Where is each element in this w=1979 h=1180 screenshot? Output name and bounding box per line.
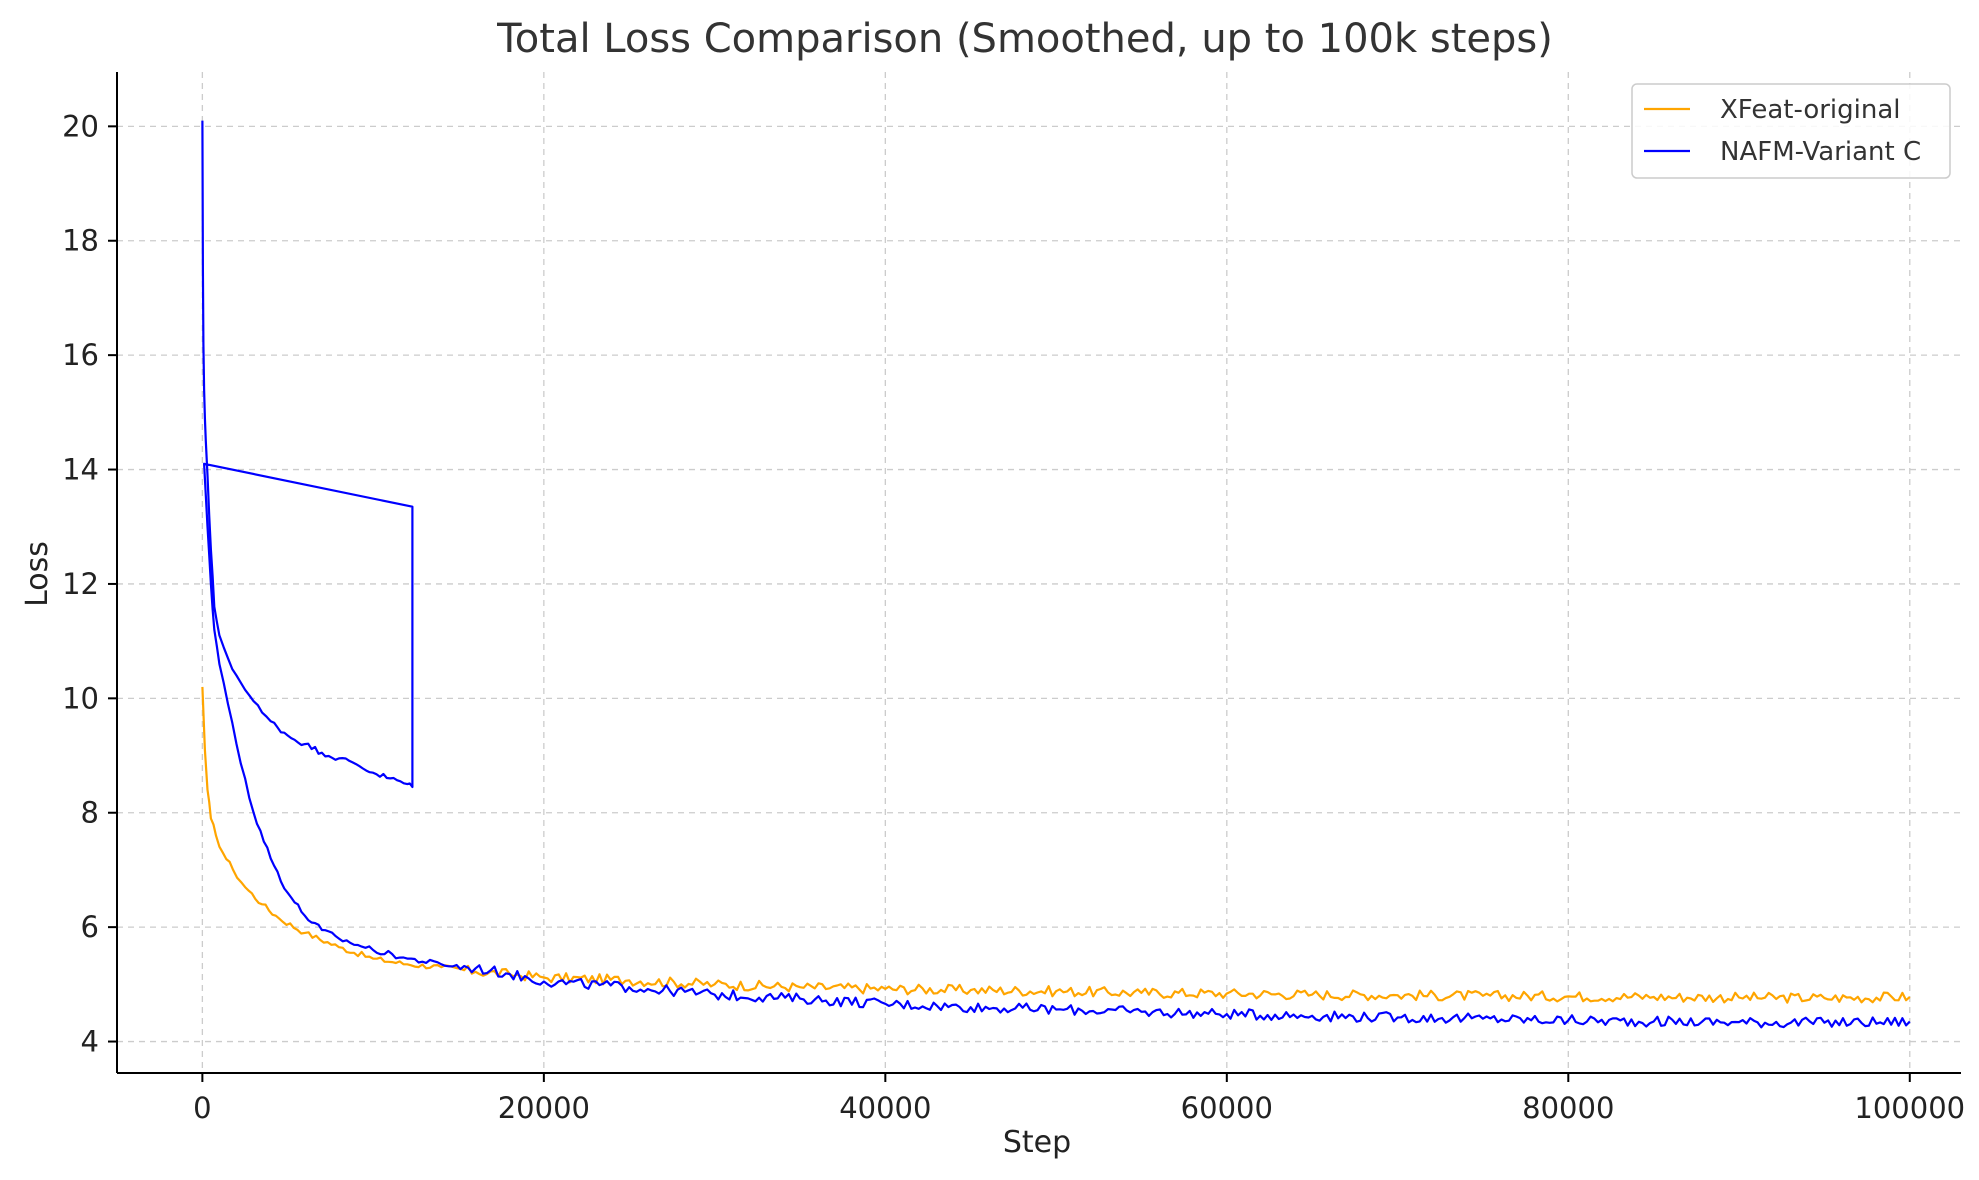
- x-tick-label: 100000: [1854, 1091, 1965, 1125]
- y-tick-label: 16: [62, 338, 99, 372]
- y-tick-label: 18: [62, 224, 99, 258]
- legend: XFeat-original NAFM-Variant C: [1631, 83, 1951, 179]
- legend-entry: NAFM-Variant C: [1720, 137, 1921, 167]
- y-tick-label: 20: [62, 109, 99, 143]
- chart-title: Total Loss Comparison (Smoothed, up to 1…: [496, 16, 1553, 62]
- y-tick-label: 12: [62, 567, 99, 601]
- x-tick-label: 0: [193, 1091, 211, 1125]
- x-tick-label: 60000: [1181, 1091, 1273, 1125]
- y-tick-label: 6: [81, 910, 99, 944]
- x-tick-label: 40000: [839, 1091, 931, 1125]
- x-tick-label: 80000: [1522, 1091, 1614, 1125]
- y-tick-label: 8: [81, 796, 99, 830]
- y-tick-label: 4: [81, 1025, 99, 1059]
- grid-layer: [117, 72, 1961, 1073]
- y-axis-label: Loss: [20, 541, 55, 607]
- y-tick-label: 10: [62, 681, 99, 715]
- axes-layer: [116, 72, 1961, 1074]
- legend-box: [1631, 83, 1951, 179]
- x-tick-label: 20000: [498, 1091, 590, 1125]
- series-line-2: [201, 120, 1911, 1029]
- series-layer: [201, 120, 1911, 1029]
- legend-entry: XFeat-original: [1720, 95, 1901, 125]
- y-tick-label: 14: [62, 453, 99, 487]
- series-line-1: [201, 686, 1911, 1004]
- x-axis-label: Step: [1003, 1125, 1071, 1160]
- ticks-layer: 0 20000 40000 60000 80000 100000 4 6 8 10 12 14 16 18…: [62, 109, 1965, 1125]
